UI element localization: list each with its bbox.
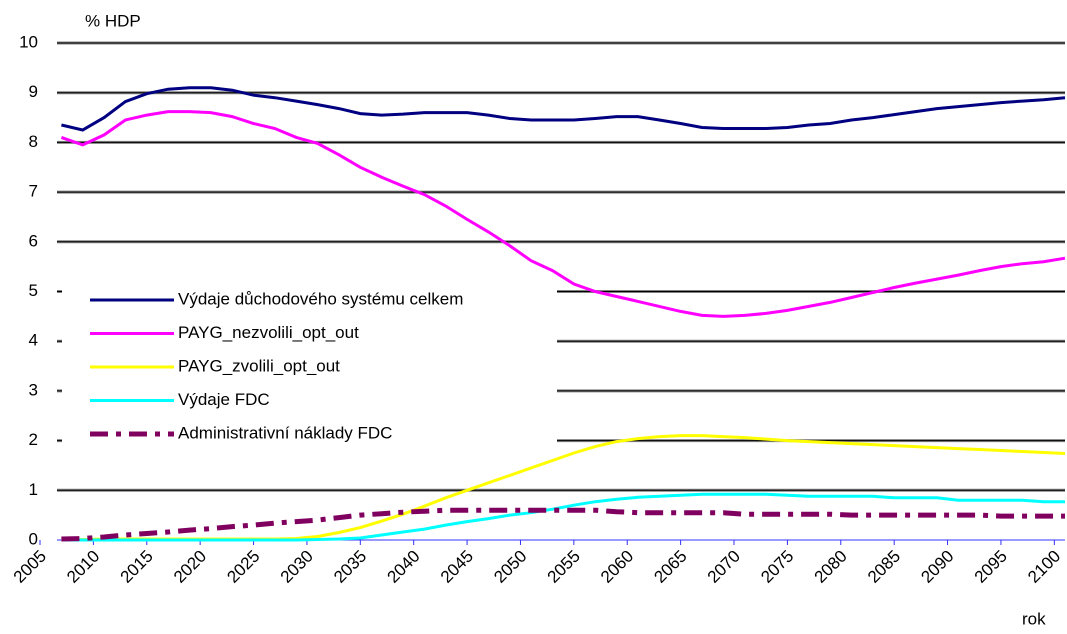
legend-label: Výdaje FDC: [178, 390, 270, 409]
y-tick-label: 10: [19, 32, 38, 51]
x-tick-label: 2055: [544, 547, 584, 587]
x-tick-label: 2060: [597, 547, 637, 587]
y-tick-label: 9: [29, 82, 38, 101]
x-tick-label: 2020: [170, 547, 210, 587]
y-tick-label: 0: [29, 529, 38, 548]
y-tick-label: 3: [29, 380, 38, 399]
series-line: [61, 86, 1066, 132]
x-tick-label: 2050: [490, 547, 530, 587]
x-tick-label: 2065: [650, 547, 690, 587]
legend-label: Administrativní náklady FDC: [178, 423, 392, 442]
x-tick-label: 2035: [330, 547, 370, 587]
x-tick-label: 2010: [63, 547, 103, 587]
x-tick-label: 2075: [757, 547, 797, 587]
y-axis-label: % HDP: [85, 11, 141, 30]
series-line: [61, 492, 1065, 542]
series-line: [60, 110, 1066, 318]
x-tick-label: 2100: [1024, 547, 1064, 587]
y-tick-label: 8: [29, 132, 38, 151]
y-tick-label: 6: [29, 231, 38, 250]
x-tick-label: 2095: [971, 547, 1011, 587]
x-tick-label: 2005: [10, 547, 50, 587]
x-tick-label: 2090: [917, 547, 957, 587]
x-tick-label: 2080: [811, 547, 851, 587]
series-line: [61, 507, 1065, 542]
y-tick-label: 1: [29, 480, 38, 499]
legend-label: Výdaje důchodového systému celkem: [178, 289, 463, 308]
series-line: [61, 434, 1066, 542]
y-tick-label: 2: [29, 430, 38, 449]
x-axis-label: rok: [1022, 609, 1046, 628]
x-tick-label: 2015: [117, 547, 157, 587]
x-tick-label: 2045: [437, 547, 477, 587]
x-tick-label: 2070: [704, 547, 744, 587]
x-tick-label: 2085: [864, 547, 904, 587]
legend-label: PAYG_nezvolili_opt_out: [178, 323, 359, 342]
x-tick-label: 2040: [384, 547, 424, 587]
legend-label: PAYG_zvolili_opt_out: [178, 356, 340, 375]
x-tick-label: 2030: [277, 547, 317, 587]
y-tick-label: 7: [29, 182, 38, 201]
y-tick-label: 4: [29, 331, 38, 350]
y-tick-label: 5: [29, 281, 38, 300]
x-tick-label: 2025: [223, 547, 263, 587]
